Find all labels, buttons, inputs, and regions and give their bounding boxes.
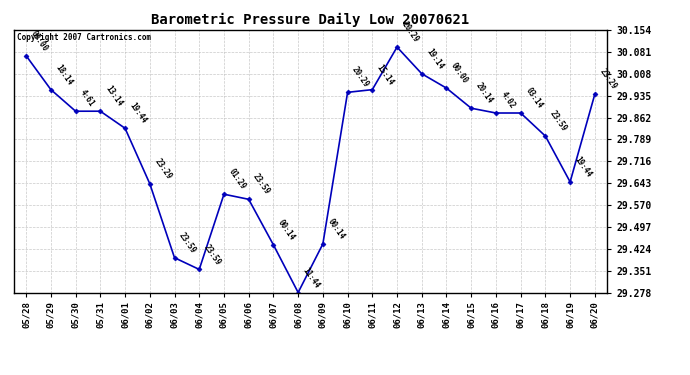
Text: 23:59: 23:59 <box>548 109 569 133</box>
Text: 19:44: 19:44 <box>128 101 148 126</box>
Text: 23:59: 23:59 <box>202 243 223 267</box>
Title: Barometric Pressure Daily Low 20070621: Barometric Pressure Daily Low 20070621 <box>151 13 470 27</box>
Text: Copyright 2007 Cartronics.com: Copyright 2007 Cartronics.com <box>17 33 151 42</box>
Text: 03:14: 03:14 <box>524 86 544 110</box>
Text: 00:00: 00:00 <box>449 61 470 86</box>
Text: 15:14: 15:14 <box>375 63 396 87</box>
Text: 23:29: 23:29 <box>598 67 618 92</box>
Text: 4:61: 4:61 <box>79 88 97 108</box>
Text: 00:14: 00:14 <box>276 218 297 242</box>
Text: 20:29: 20:29 <box>351 66 371 90</box>
Text: 19:44: 19:44 <box>573 155 593 179</box>
Text: 19:14: 19:14 <box>424 47 445 71</box>
Text: 11:44: 11:44 <box>301 266 322 290</box>
Text: 18:14: 18:14 <box>54 63 75 87</box>
Text: 00:00: 00:00 <box>29 29 50 53</box>
Text: 13:14: 13:14 <box>103 84 124 108</box>
Text: 01:29: 01:29 <box>227 167 248 191</box>
Text: 00:14: 00:14 <box>326 217 346 241</box>
Text: 4:02: 4:02 <box>499 90 517 110</box>
Text: 23:59: 23:59 <box>251 172 272 196</box>
Text: 20:29: 20:29 <box>400 20 420 44</box>
Text: 23:59: 23:59 <box>177 231 198 255</box>
Text: 20:14: 20:14 <box>474 81 495 105</box>
Text: 23:29: 23:29 <box>152 157 173 181</box>
